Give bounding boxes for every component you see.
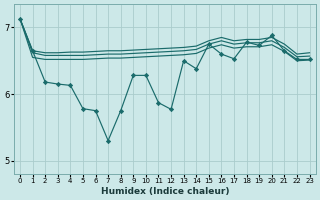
X-axis label: Humidex (Indice chaleur): Humidex (Indice chaleur) xyxy=(100,187,229,196)
